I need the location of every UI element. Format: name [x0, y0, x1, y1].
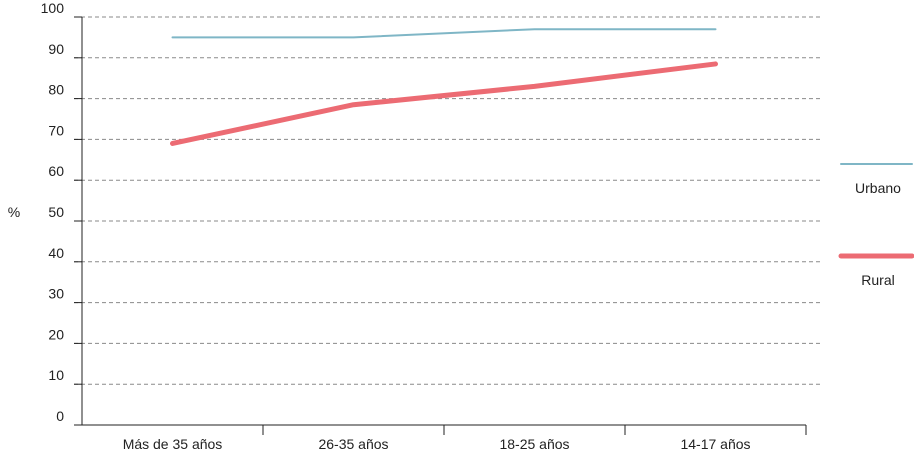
y-tick-label: 80: [48, 82, 64, 98]
x-tick-label: Más de 35 años: [123, 436, 223, 452]
series-lines: [170, 28, 718, 146]
legend-label-rural: Rural: [861, 272, 894, 288]
y-tick-label: 40: [48, 245, 64, 261]
y-tick-label: 90: [48, 41, 64, 57]
axes: 0 10 20 30 40 50 60 70 80 90 100 Más de 35 años 26-3…: [41, 0, 807, 452]
y-tick-label: 50: [48, 204, 64, 220]
gridlines: [74, 16, 820, 385]
legend: Urbano Rural: [838, 163, 914, 288]
y-tick-label: 10: [48, 367, 64, 383]
series-line-urbano: [171, 28, 717, 39]
y-tick-label: 100: [41, 0, 65, 16]
x-tick-label: 18-25 años: [499, 436, 569, 452]
y-tick-label: 20: [48, 326, 64, 342]
y-tick-label: 30: [48, 286, 64, 302]
y-tick-label: 60: [48, 163, 64, 179]
x-tick-label: 14-17 años: [680, 436, 750, 452]
series-line-rural: [170, 61, 718, 146]
y-axis-label: %: [8, 204, 20, 220]
legend-label-urbano: Urbano: [855, 180, 901, 196]
x-tick-label: 26-35 años: [318, 436, 388, 452]
y-tick-label: 0: [56, 408, 64, 424]
y-tick-label: 70: [48, 122, 64, 138]
